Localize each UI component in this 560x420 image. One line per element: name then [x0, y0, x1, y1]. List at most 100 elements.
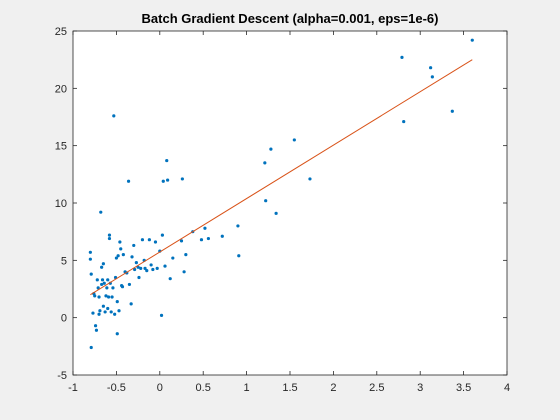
scatter-point-6: [93, 294, 97, 298]
y-tick-label-5: 20: [55, 83, 67, 95]
y-tick-label-3: 10: [55, 198, 67, 210]
scatter-point-51: [130, 255, 134, 259]
scatter-point-33: [112, 114, 116, 118]
scatter-point-78: [182, 270, 186, 274]
scatter-point-30: [109, 310, 113, 314]
scatter-point-0: [88, 250, 92, 254]
scatter-point-12: [97, 295, 101, 299]
scatter-point-58: [140, 238, 145, 242]
scatter-point-85: [236, 224, 240, 228]
scatter-point-64: [151, 267, 155, 272]
scatter-point-75: [171, 256, 175, 260]
scatter-point-91: [292, 138, 296, 142]
scatter-point-88: [264, 199, 268, 203]
data-marks: [88, 38, 474, 350]
scatter-point-11: [97, 312, 101, 316]
scatter-point-24: [106, 278, 110, 282]
x-tick-label-8: 3: [417, 382, 423, 394]
scatter-point-26: [106, 295, 111, 299]
scatter-point-25: [106, 306, 110, 311]
scatter-point-69: [160, 233, 165, 237]
x-tick-label-5: 1.5: [282, 382, 297, 394]
scatter-point-41: [118, 240, 122, 244]
scatter-point-38: [115, 300, 119, 304]
scatter-point-83: [206, 236, 211, 241]
scatter-point-16: [100, 282, 104, 287]
scatter-point-60: [143, 266, 147, 270]
scatter-point-90: [274, 211, 278, 215]
scatter-point-34: [113, 312, 117, 316]
scatter-point-13: [98, 309, 102, 313]
scatter-point-79: [184, 253, 188, 257]
scatter-point-37: [115, 332, 119, 336]
scatter-point-15: [100, 265, 104, 269]
y-tick-label-1: 0: [61, 313, 67, 325]
x-tick-label-3: 0.5: [196, 382, 211, 394]
scatter-point-71: [163, 264, 167, 268]
y-tick-label-4: 15: [55, 141, 67, 153]
scatter-point-18: [101, 304, 105, 308]
scatter-point-50: [129, 302, 133, 306]
scatter-point-44: [120, 285, 125, 289]
scatter-point-77: [180, 177, 184, 181]
scatter-point-14: [99, 210, 103, 214]
scatter-point-63: [149, 263, 153, 267]
scatter-point-4: [91, 311, 95, 315]
fit-line: [90, 59, 473, 296]
scatter-point-56: [137, 275, 141, 280]
x-tick-label-4: 1: [244, 382, 250, 394]
scatter-point-72: [165, 158, 169, 163]
scatter-point-1: [88, 257, 92, 261]
scatter-point-2: [89, 272, 93, 276]
scatter-point-32: [111, 286, 115, 290]
scatter-point-81: [199, 238, 204, 242]
scatter-point-36: [114, 256, 118, 260]
scatter-point-52: [132, 243, 136, 248]
scatter-point-70: [161, 179, 165, 183]
scatter-point-9: [95, 278, 99, 282]
x-tick-label-9: 3.5: [456, 382, 471, 394]
x-tick-label-0: -1: [68, 382, 78, 394]
y-tick-label-6: 25: [55, 26, 67, 38]
x-tick-label-7: 2.5: [369, 382, 384, 394]
scatter-point-17: [100, 278, 105, 282]
x-tick-label-2: 0: [157, 382, 163, 394]
scatter-point-68: [159, 313, 164, 317]
y-tick-label-2: 5: [61, 255, 67, 267]
scatter-point-62: [147, 238, 151, 242]
scatter-point-97: [450, 109, 454, 113]
scatter-point-76: [179, 239, 184, 243]
scatter-point-73: [166, 178, 170, 182]
scatter-point-10: [96, 286, 100, 290]
scatter-point-20: [102, 281, 106, 285]
scatter-point-84: [220, 234, 224, 238]
x-tick-label-10: 4: [504, 382, 510, 394]
scatter-point-3: [89, 345, 93, 350]
scatter-point-65: [153, 240, 158, 244]
scatter-point-39: [116, 254, 120, 258]
scatter-point-21: [103, 310, 107, 314]
scatter-point-74: [168, 277, 172, 281]
scatter-point-57: [139, 266, 143, 270]
scatter-point-89: [269, 147, 273, 151]
chart-title: Batch Gradient Descent (alpha=0.001, eps…: [142, 11, 439, 26]
x-tick-label-1: -0.5: [107, 382, 126, 394]
scatter-point-7: [93, 324, 98, 328]
y-tick-label-0: -5: [57, 370, 67, 382]
scatter-point-49: [127, 282, 132, 287]
scatter-point-54: [134, 261, 138, 265]
scatter-point-27: [107, 233, 112, 237]
scatter-point-95: [429, 66, 433, 70]
plot-area: [73, 31, 507, 375]
scatter-point-8: [94, 328, 99, 332]
scatter-point-86: [237, 254, 241, 258]
scatter-point-93: [400, 55, 404, 59]
scatter-point-48: [126, 179, 131, 183]
scatter-point-53: [133, 267, 137, 272]
scatter-point-42: [119, 247, 123, 251]
scatter-point-61: [145, 269, 149, 273]
scatter-point-66: [155, 266, 159, 270]
scatter-point-82: [203, 226, 207, 230]
scatter-point-22: [104, 294, 108, 298]
scatter-point-87: [263, 161, 267, 165]
